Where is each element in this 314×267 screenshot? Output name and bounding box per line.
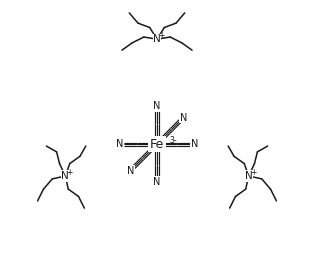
Text: Fe: Fe	[150, 138, 164, 151]
Text: N: N	[153, 34, 161, 44]
Text: N: N	[116, 139, 123, 149]
Text: +: +	[158, 31, 165, 40]
Text: N: N	[127, 166, 134, 176]
Text: N: N	[62, 171, 69, 181]
Text: N: N	[245, 171, 252, 181]
Text: N: N	[180, 112, 187, 123]
Text: +: +	[250, 168, 256, 177]
Text: +: +	[67, 168, 73, 177]
Text: N: N	[153, 177, 161, 187]
Text: N: N	[191, 139, 198, 149]
Text: 3-: 3-	[169, 136, 176, 146]
Text: N: N	[153, 101, 161, 112]
